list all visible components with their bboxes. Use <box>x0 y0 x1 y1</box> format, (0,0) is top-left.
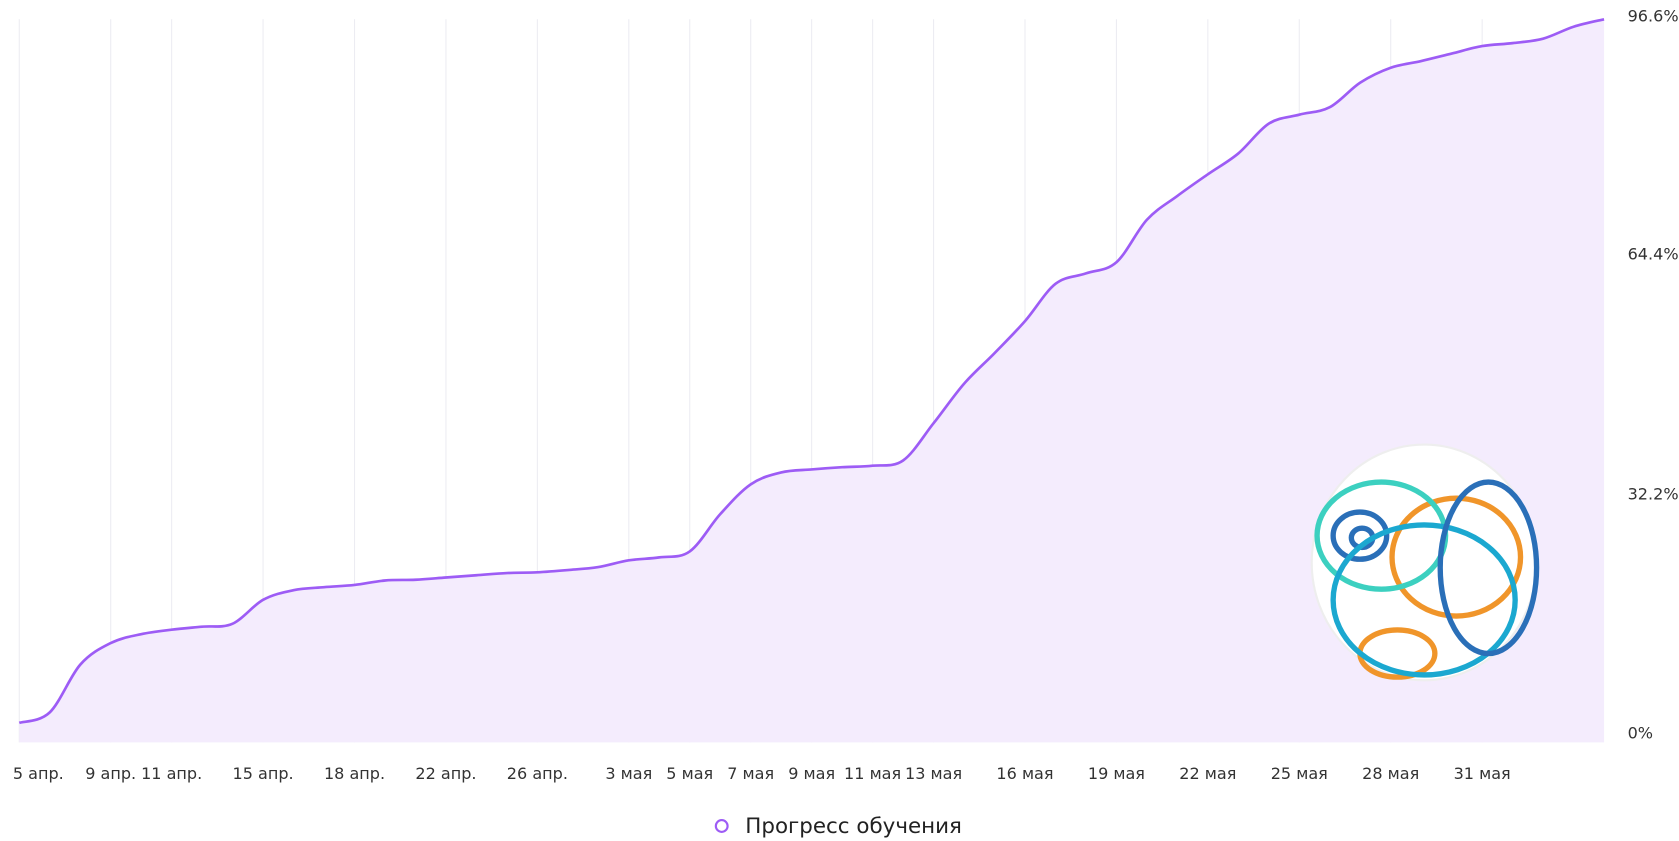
x-tick-label: 5 мая <box>666 764 713 783</box>
x-tick-label: 3 мая <box>605 764 652 783</box>
x-tick-label: 18 апр. <box>324 764 385 783</box>
y-tick-label: 64.4% <box>1628 244 1679 263</box>
x-tick-label: 11 апр. <box>141 764 202 783</box>
line <box>18 17 1605 725</box>
x-tick-label: 9 апр. <box>85 764 136 783</box>
x-tick-label: 15 апр. <box>233 764 294 783</box>
x-tick-label: 28 мая <box>1362 764 1419 783</box>
y-tick-label: 32.2% <box>1628 484 1679 503</box>
legend-label: Прогресс обучения <box>745 814 962 839</box>
x-tick-label: 13 мая <box>905 764 962 783</box>
area <box>19 19 1605 743</box>
legend-marker <box>714 819 729 833</box>
x-tick-label: 5 апр. <box>13 764 64 783</box>
x-tick-label: 19 мая <box>1088 764 1145 783</box>
x-tick-label: 11 мая <box>844 764 901 783</box>
x-tick-label: 26 апр. <box>507 764 568 783</box>
x-tick-label: 9 мая <box>788 764 835 783</box>
x-tick-label: 31 мая <box>1454 764 1511 783</box>
x-tick-label: 25 мая <box>1271 764 1328 783</box>
y-tick-label: 96.6% <box>1628 7 1679 26</box>
x-tick-label: 7 мая <box>727 764 774 783</box>
x-tick-label: 22 мая <box>1179 764 1236 783</box>
plot: 5 апр. 9 апр. 11 апр. 15 апр. 18 апр. 22 апр.… <box>13 7 1679 839</box>
x-tick-label: 22 апр. <box>415 764 476 783</box>
x-tick-label: 16 мая <box>996 764 1053 783</box>
sticker <box>1310 443 1540 682</box>
y-tick-label: 0% <box>1628 723 1653 742</box>
